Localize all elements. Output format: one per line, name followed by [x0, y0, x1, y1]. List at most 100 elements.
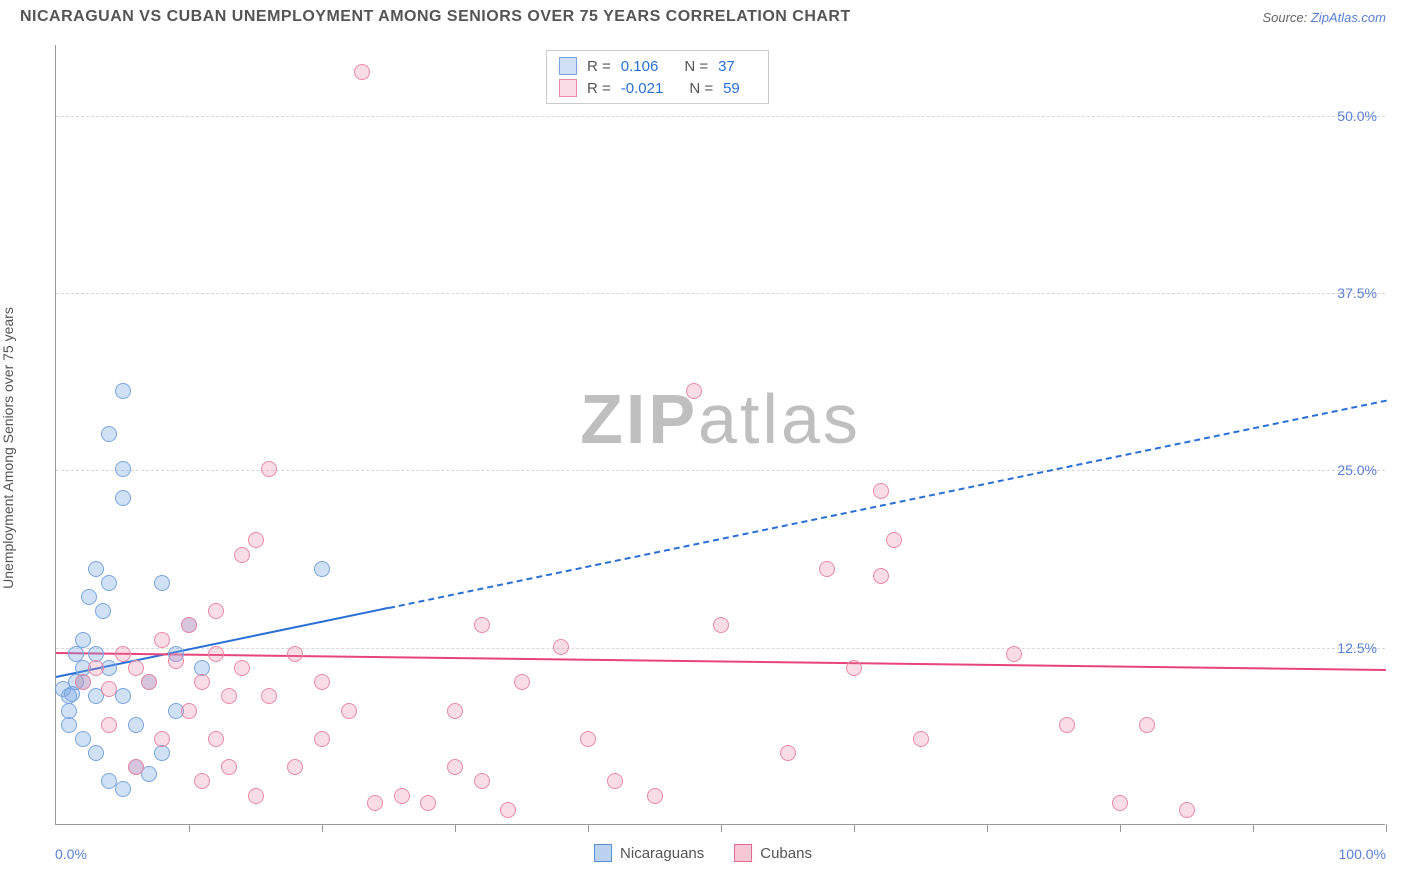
data-point: [873, 483, 889, 499]
data-point: [341, 703, 357, 719]
data-point: [314, 674, 330, 690]
data-point: [474, 617, 490, 633]
data-point: [154, 745, 170, 761]
n-value: 37: [718, 58, 735, 75]
y-tick-label: 50.0%: [1337, 108, 1377, 124]
data-point: [647, 788, 663, 804]
x-tick: [721, 824, 722, 832]
data-point: [607, 773, 623, 789]
source-attribution: Source: ZipAtlas.com: [1262, 10, 1386, 25]
data-point: [314, 731, 330, 747]
data-point: [88, 660, 104, 676]
data-point: [115, 383, 131, 399]
data-point: [128, 660, 144, 676]
data-point: [287, 759, 303, 775]
scatter-plot: ZIPatlas R =0.106N =37R =-0.021N =59 12.…: [55, 45, 1385, 825]
chart-header: NICARAGUAN VS CUBAN UNEMPLOYMENT AMONG S…: [0, 0, 1406, 34]
legend-label: Cubans: [760, 845, 812, 862]
data-point: [208, 731, 224, 747]
y-axis-label: Unemployment Among Seniors over 75 years: [0, 307, 16, 589]
r-label: R =: [587, 58, 611, 75]
gridline: [56, 648, 1385, 649]
data-point: [287, 646, 303, 662]
data-point: [913, 731, 929, 747]
data-point: [68, 646, 84, 662]
data-point: [394, 788, 410, 804]
data-point: [181, 703, 197, 719]
x-tick: [322, 824, 323, 832]
data-point: [81, 589, 97, 605]
data-point: [221, 759, 237, 775]
legend-label: Nicaraguans: [620, 845, 704, 862]
data-point: [88, 561, 104, 577]
data-point: [194, 674, 210, 690]
data-point: [819, 561, 835, 577]
data-point: [354, 64, 370, 80]
data-point: [713, 617, 729, 633]
source-prefix: Source:: [1262, 10, 1310, 25]
data-point: [101, 575, 117, 591]
n-label: N =: [684, 58, 708, 75]
data-point: [75, 731, 91, 747]
n-label: N =: [689, 80, 713, 97]
x-tick: [455, 824, 456, 832]
data-point: [88, 745, 104, 761]
data-point: [367, 795, 383, 811]
data-point: [101, 717, 117, 733]
data-point: [873, 568, 889, 584]
x-tick: [1120, 824, 1121, 832]
n-value: 59: [723, 80, 740, 97]
data-point: [261, 688, 277, 704]
data-point: [154, 632, 170, 648]
gridline: [56, 116, 1385, 117]
regression-line: [56, 652, 1386, 671]
data-point: [553, 639, 569, 655]
data-point: [115, 490, 131, 506]
data-point: [154, 731, 170, 747]
x-axis-origin-label: 0.0%: [55, 846, 87, 862]
correlation-row: R = 0.106 N = 37: [559, 55, 756, 77]
data-point: [128, 759, 144, 775]
data-point: [115, 646, 131, 662]
data-point: [686, 383, 702, 399]
data-point: [420, 795, 436, 811]
data-point: [208, 646, 224, 662]
data-point: [101, 426, 117, 442]
data-point: [580, 731, 596, 747]
data-point: [248, 532, 264, 548]
x-tick: [1253, 824, 1254, 832]
x-tick: [1386, 824, 1387, 832]
y-tick-label: 25.0%: [1337, 462, 1377, 478]
chart-title: NICARAGUAN VS CUBAN UNEMPLOYMENT AMONG S…: [20, 8, 851, 26]
legend-item: Nicaraguans: [594, 844, 704, 862]
data-point: [248, 788, 264, 804]
data-point: [101, 681, 117, 697]
data-point: [1179, 802, 1195, 818]
legend-swatch: [559, 79, 577, 97]
gridline: [56, 293, 1385, 294]
data-point: [128, 717, 144, 733]
x-tick: [588, 824, 589, 832]
data-point: [1139, 717, 1155, 733]
data-point: [95, 603, 111, 619]
watermark-bold: ZIP: [580, 380, 698, 458]
data-point: [1006, 646, 1022, 662]
data-point: [314, 561, 330, 577]
data-point: [194, 773, 210, 789]
watermark: ZIPatlas: [580, 379, 861, 459]
data-point: [500, 802, 516, 818]
data-point: [115, 781, 131, 797]
source-link[interactable]: ZipAtlas.com: [1311, 10, 1386, 25]
data-point: [208, 603, 224, 619]
data-point: [886, 532, 902, 548]
correlation-legend-box: R =0.106N =37R =-0.021N =59: [546, 50, 769, 104]
r-value: 0.106: [621, 58, 659, 75]
correlation-row: R =-0.021N =59: [559, 77, 756, 99]
x-tick: [189, 824, 190, 832]
legend-swatch: [594, 844, 612, 862]
data-point: [141, 674, 157, 690]
legend-item: Cubans: [734, 844, 812, 862]
data-point: [1059, 717, 1075, 733]
r-label: R =: [587, 80, 611, 97]
data-point: [168, 653, 184, 669]
